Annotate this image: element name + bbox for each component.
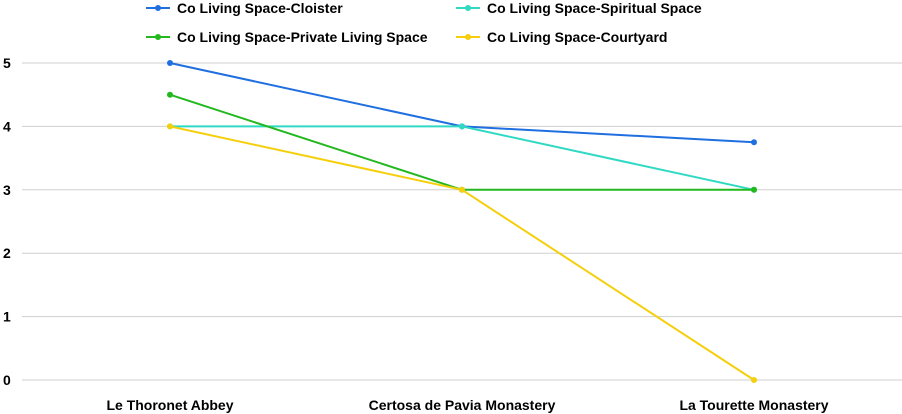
y-tick-label-0: 0 — [3, 372, 11, 388]
legend-swatch-marker-4 — [465, 34, 471, 40]
legend: Co Living Space-Cloister Co Living Space-… — [146, 0, 702, 45]
series-1-point-3 — [751, 139, 757, 146]
series-line-2 — [170, 125, 755, 191]
series-4-point-2 — [459, 186, 465, 193]
y-tick-label-1: 1 — [3, 309, 11, 325]
series-1-point-1 — [167, 60, 173, 66]
x-tick-label-2: Certosa de Pavia Monastery — [369, 397, 556, 413]
legend-swatch-marker-2 — [465, 5, 471, 11]
series-line-1 — [169, 62, 755, 144]
series-line-3 — [169, 93, 754, 191]
series-3-point-1 — [167, 91, 173, 98]
legend-label-4: Co Living Space-Courtyard — [487, 29, 667, 45]
y-tick-label-4: 4 — [3, 118, 11, 134]
legend-label-3: Co Living Space-Private Living Space — [177, 29, 428, 45]
y-tick-label-5: 5 — [3, 55, 11, 71]
legend-swatch-marker-1 — [155, 5, 161, 11]
series-4-point-3 — [751, 377, 757, 383]
y-tick-label-3: 3 — [3, 182, 11, 198]
x-tick-label-1: Le Thoronet Abbey — [106, 397, 233, 413]
series-group — [167, 60, 757, 383]
y-axis: 0 1 2 3 4 5 — [3, 55, 11, 388]
series-4-point-1 — [167, 123, 173, 130]
series-3-point-3 — [751, 186, 757, 193]
gridlines — [22, 62, 902, 381]
y-tick-label-2: 2 — [3, 245, 11, 261]
legend-swatch-marker-3 — [155, 34, 161, 40]
x-axis: Le Thoronet Abbey Certosa de Pavia Monast… — [106, 397, 828, 413]
series-2-point-2 — [459, 123, 465, 130]
legend-label-1: Co Living Space-Cloister — [177, 0, 343, 16]
legend-label-2: Co Living Space-Spiritual Space — [487, 0, 702, 16]
x-tick-label-3: La Tourette Monastery — [679, 397, 828, 413]
